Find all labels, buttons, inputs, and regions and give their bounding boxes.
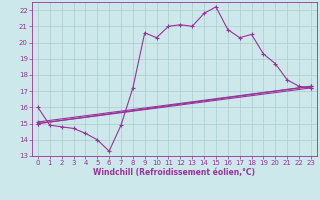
X-axis label: Windchill (Refroidissement éolien,°C): Windchill (Refroidissement éolien,°C) (93, 168, 255, 177)
